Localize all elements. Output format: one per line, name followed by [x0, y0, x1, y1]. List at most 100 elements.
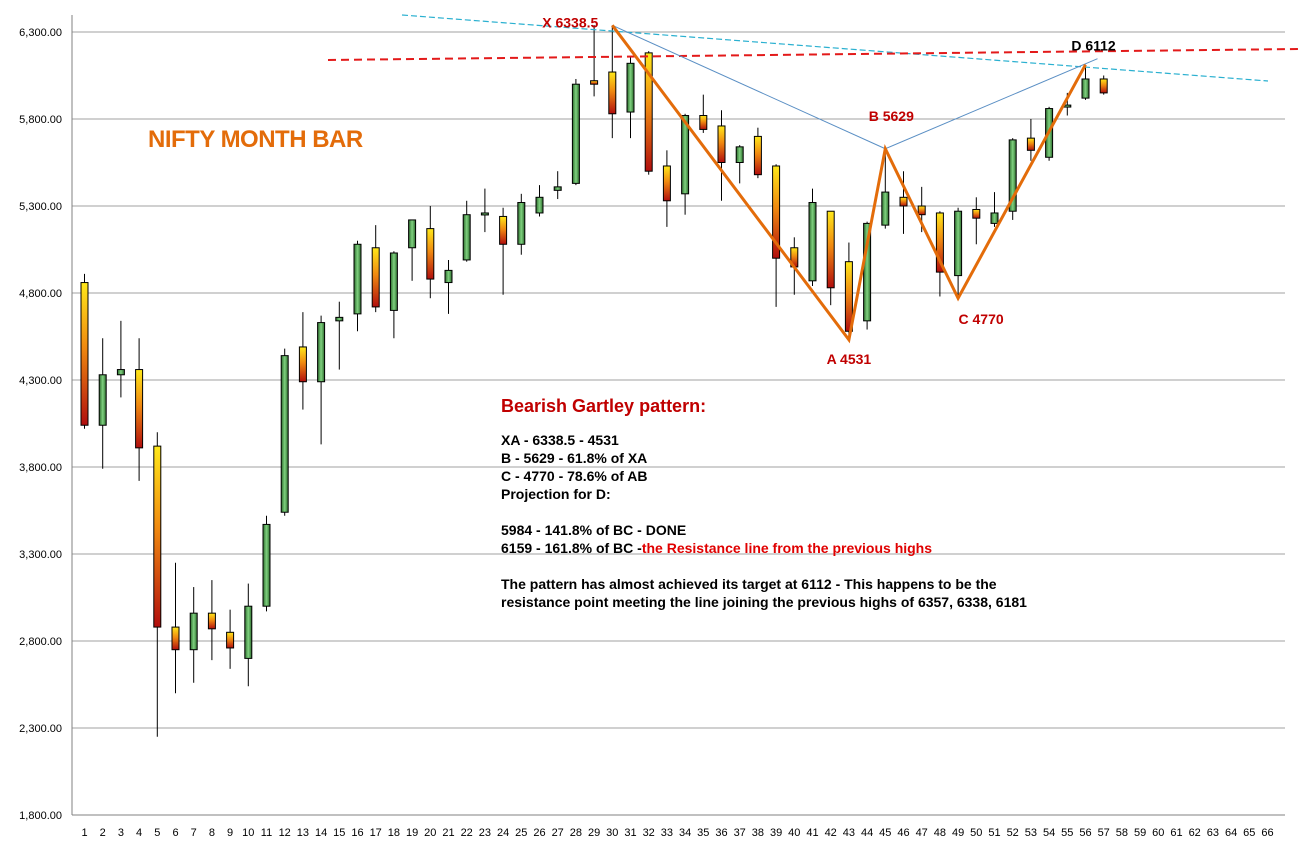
x-tick-label: 30 — [606, 827, 618, 839]
candle — [371, 225, 380, 313]
candle-body-bullish — [189, 612, 198, 651]
candle-body-bullish — [1081, 78, 1090, 99]
y-tick-label: 2,800.00 — [19, 636, 62, 648]
point-label-d: D 6112 — [1071, 38, 1116, 54]
notes-line-c: C - 4770 - 78.6% of AB — [501, 468, 648, 484]
candle-body-bullish — [480, 212, 489, 216]
x-tick-label: 32 — [643, 827, 655, 839]
candle — [353, 240, 362, 332]
x-tick-label: 12 — [279, 827, 291, 839]
candle-body-bearish — [662, 165, 671, 202]
candle — [681, 113, 690, 215]
candle — [1008, 138, 1017, 220]
x-tick-label: 24 — [497, 827, 509, 839]
candle-body-bullish — [626, 62, 635, 113]
candle — [808, 188, 817, 287]
candle — [608, 25, 617, 139]
x-tick-label: 27 — [552, 827, 564, 839]
x-tick-label: 11 — [261, 827, 272, 839]
candle-body-bullish — [116, 369, 125, 376]
x-tick-label: 65 — [1243, 827, 1255, 839]
previous-highs-trendline — [401, 14, 1269, 82]
notes-line-target2: 6159 - 161.8% of BC -the Resistance line… — [501, 539, 1061, 557]
x-tick-label: 3 — [118, 827, 124, 839]
x-tick-label: 19 — [406, 827, 418, 839]
candle-body-bearish — [826, 210, 835, 289]
candle — [1081, 64, 1090, 100]
candle-body-bullish — [389, 252, 398, 311]
candle — [153, 432, 162, 737]
candle — [590, 25, 599, 97]
x-tick-label: 66 — [1261, 827, 1273, 839]
x-tick-label: 40 — [788, 827, 800, 839]
candle-body-bearish — [772, 165, 781, 259]
x-tick-label: 39 — [770, 827, 782, 839]
x-tick-label: 48 — [934, 827, 946, 839]
candle — [899, 171, 908, 234]
candle-body-bearish — [226, 631, 235, 649]
candle-body-bullish — [517, 202, 526, 245]
axes: 1,800.00 2,300.00 2,800.00 3,300.00 3,800.00… — [19, 15, 1285, 839]
candle-body-bearish — [207, 612, 216, 630]
candle — [298, 312, 307, 410]
x-tick-label: 8 — [209, 827, 215, 839]
candle-body-bearish — [935, 212, 944, 273]
candle-body-bullish — [244, 605, 253, 659]
candle-body-bullish — [881, 191, 890, 226]
candle-body-bullish — [954, 210, 963, 277]
x-tick-label: 61 — [1170, 827, 1182, 839]
candle-body-bullish — [335, 316, 344, 322]
candle — [881, 148, 890, 229]
x-tick-label: 49 — [952, 827, 964, 839]
candle — [426, 206, 435, 299]
candle-body-bullish — [262, 523, 271, 607]
x-tick-label: 26 — [533, 827, 545, 839]
y-tick-label: 4,800.00 — [19, 288, 62, 300]
x-tick-label: 58 — [1116, 827, 1128, 839]
candle — [699, 94, 708, 133]
x-tick-label: 51 — [988, 827, 1000, 839]
x-tick-label: 15 — [333, 827, 345, 839]
candle — [262, 515, 271, 612]
candle-body-bearish — [590, 80, 599, 85]
x-tick-label: 9 — [227, 827, 233, 839]
candle — [826, 210, 835, 306]
candle — [135, 338, 144, 481]
candle-body-bearish — [80, 282, 89, 426]
x-tick-label: 18 — [388, 827, 400, 839]
y-tick-label: 3,800.00 — [19, 462, 62, 474]
candle — [462, 200, 471, 262]
candle — [753, 127, 762, 179]
candle — [444, 259, 453, 314]
candles — [80, 25, 1108, 737]
pattern-notes: Bearish Gartley pattern: XA - 6338.5 - 4… — [501, 397, 1061, 611]
x-tick-label: 31 — [624, 827, 636, 839]
pattern-lines — [327, 14, 1298, 344]
point-label-a: A 4531 — [827, 351, 872, 367]
candle-body-bearish — [171, 626, 180, 651]
candle-body-bullish — [553, 186, 562, 191]
candle — [189, 587, 198, 683]
x-tick-label: 45 — [879, 827, 891, 839]
notes-line-projection: Projection for D: — [501, 486, 611, 502]
x-tick-label: 60 — [1152, 827, 1164, 839]
x-tick-label: 54 — [1043, 827, 1055, 839]
candle-body-bullish — [990, 212, 999, 224]
candle-body-bearish — [608, 71, 617, 115]
x-tick-label: 6 — [172, 827, 178, 839]
x-tick-label: 7 — [191, 827, 197, 839]
x-tick-label: 21 — [442, 827, 454, 839]
x-tick-label: 14 — [315, 827, 327, 839]
x-tick-label: 43 — [843, 827, 855, 839]
x-tick-label: 50 — [970, 827, 982, 839]
candle-body-bearish — [717, 125, 726, 163]
x-tick-label: 29 — [588, 827, 600, 839]
bd-line — [885, 58, 1098, 150]
x-tick-label: 23 — [479, 827, 491, 839]
x-tick-label: 25 — [515, 827, 527, 839]
x-tick-label: 33 — [661, 827, 673, 839]
x-tick-label: 1 — [81, 827, 87, 839]
point-label-c: C 4770 — [959, 311, 1004, 327]
x-tick-label: 47 — [916, 827, 928, 839]
notes-line-xa: XA - 6338.5 - 4531 — [501, 432, 619, 448]
